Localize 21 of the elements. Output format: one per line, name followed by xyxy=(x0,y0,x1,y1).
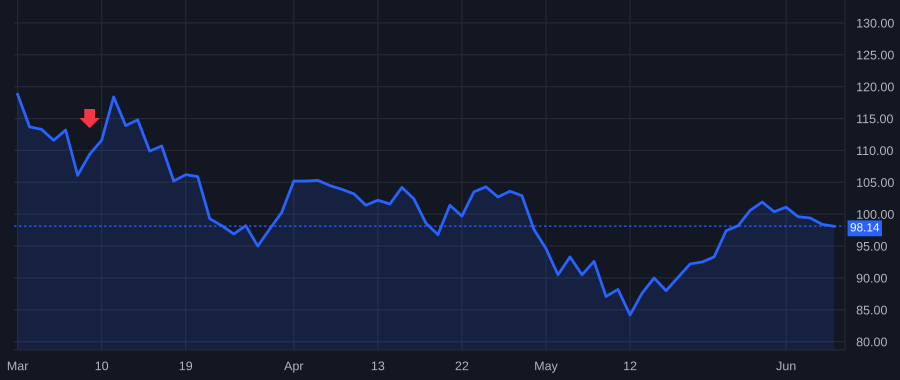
x-tick-label: 10 xyxy=(96,361,108,370)
y-tick-label: 80.00 xyxy=(856,338,887,346)
x-tick-label: Apr xyxy=(284,362,304,373)
y-tick-label: 130.00 xyxy=(857,18,894,28)
x-tick-label: 22 xyxy=(456,361,468,370)
x-tick-label: May xyxy=(535,362,558,373)
ref-line-label: 98.14 xyxy=(850,223,880,232)
y-tick-label: 115.00 xyxy=(857,114,893,124)
y-tick-label: 105.00 xyxy=(857,178,894,187)
y-tick-label: 125.00 xyxy=(857,50,894,60)
y-tick-label: 100.00 xyxy=(857,210,894,219)
y-tick-label: 90.00 xyxy=(856,274,887,283)
y-tick-label: 110.00 xyxy=(857,146,893,156)
x-tick-label: Jun xyxy=(776,362,796,370)
x-tick-label: 19 xyxy=(180,361,192,370)
x-tick-label: Mar xyxy=(8,362,28,370)
y-tick-label: 120.00 xyxy=(857,82,894,92)
y-tick-label: 95.00 xyxy=(856,242,887,251)
x-tick-label: 12 xyxy=(624,361,636,370)
y-tick-label: 85.00 xyxy=(856,306,887,314)
x-tick-label: 13 xyxy=(372,361,384,370)
